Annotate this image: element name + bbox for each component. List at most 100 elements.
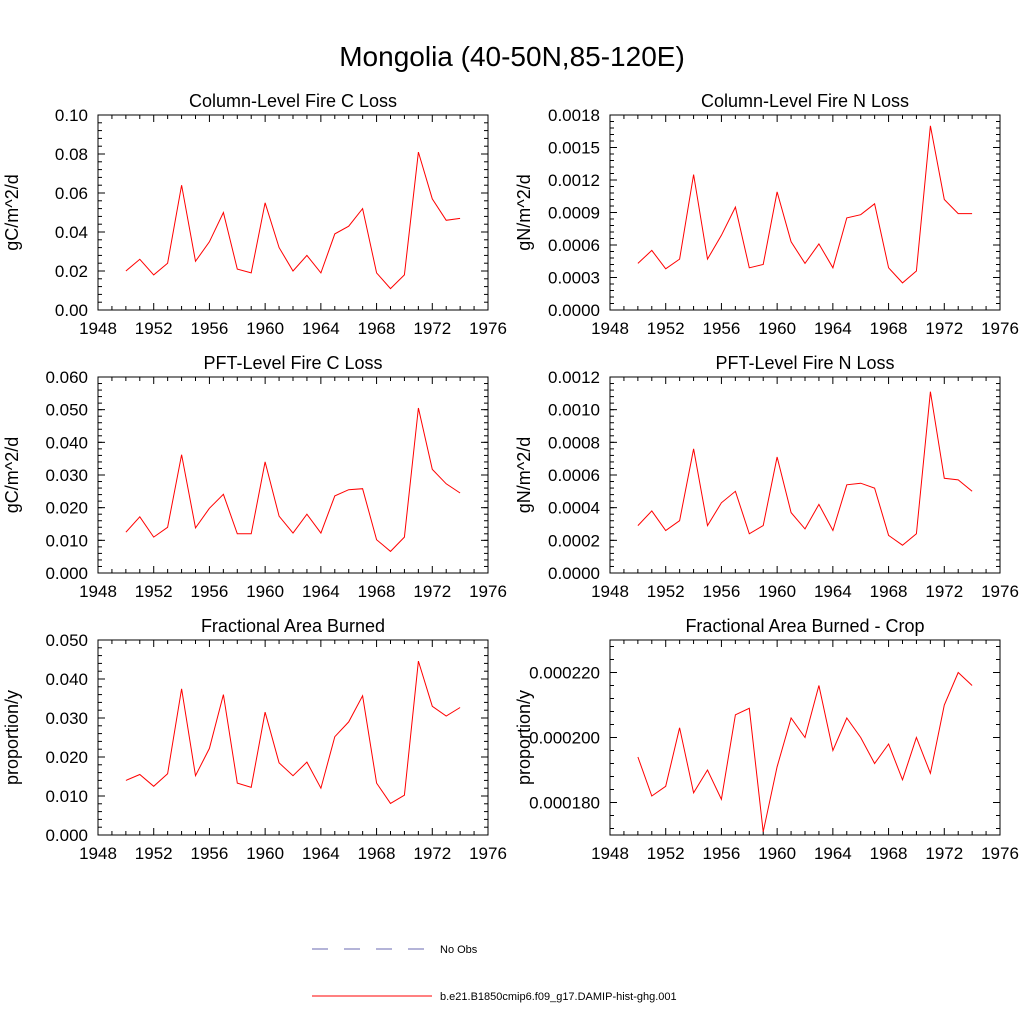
x-tick-label: 1968 [358,319,396,338]
y-tick-label: 0.000 [45,564,88,583]
panel-title: Fractional Area Burned - Crop [685,616,924,636]
panel-title: Fractional Area Burned [201,616,385,636]
x-tick-label: 1948 [79,319,117,338]
y-tick-label: 0.0009 [548,204,600,223]
y-tick-label: 0.0004 [548,499,600,518]
x-tick-label: 1964 [302,844,340,863]
series-line [125,660,461,805]
panel-5: Fractional Area Burned proportion/y 1948 19… [2,616,507,863]
x-tick-label: 1972 [925,582,963,601]
x-tick-label: 1960 [246,582,284,601]
panel-4: PFT-Level Fire N Loss gN/m^2/d 1948 1952 195… [514,353,1019,601]
figure-title: Mongolia (40-50N,85-120E) [339,41,685,72]
y-tick-label: 0.000220 [529,664,600,683]
y-tick-label: 0.010 [45,787,88,806]
panel-title: Column-Level Fire N Loss [701,91,909,111]
y-tick-label: 0.0006 [548,236,600,255]
y-tick-label: 0.060 [45,368,88,387]
x-tick-label: 1976 [469,582,507,601]
x-tick-label: 1952 [135,582,173,601]
plot-frame [609,376,1001,574]
y-tick-label: 0.00 [55,301,88,320]
x-tick-label: 1976 [981,319,1019,338]
x-tick-label: 1960 [246,319,284,338]
y-tick-label: 0.0006 [548,466,600,485]
y-tick-label: 0.030 [45,466,88,485]
y-tick-label: 0.030 [45,709,88,728]
x-tick-label: 1964 [302,319,340,338]
y-tick-label: 0.06 [55,184,88,203]
x-tick-label: 1956 [703,844,741,863]
y-tick-label: 0.050 [45,401,88,420]
x-tick-label: 1964 [814,844,852,863]
x-tick-label: 1960 [758,582,796,601]
legend-label-no-obs: No Obs [440,944,478,956]
x-tick-label: 1968 [870,844,908,863]
series-line [125,151,461,290]
x-tick-label: 1972 [925,319,963,338]
x-tick-label: 1952 [135,844,173,863]
series-line [637,125,973,284]
x-tick-label: 1952 [647,844,685,863]
plot-frame [97,639,489,836]
y-tick-label: 0.0010 [548,401,600,420]
x-tick-label: 1960 [758,319,796,338]
y-axis-label: gC/m^2/d [2,174,22,250]
x-tick-label: 1976 [469,844,507,863]
x-tick-label: 1956 [703,582,741,601]
y-tick-label: 0.000 [45,826,88,845]
y-axis-label: gN/m^2/d [514,437,534,513]
y-axis-label: proportion/y [514,690,534,785]
y-tick-label: 0.10 [55,106,88,125]
x-tick-label: 1976 [469,319,507,338]
panel-title: Column-Level Fire C Loss [189,91,397,111]
panel-title: PFT-Level Fire C Loss [203,353,382,373]
x-tick-label: 1956 [191,582,229,601]
plot-frame [97,114,489,311]
y-tick-label: 0.0012 [548,368,600,387]
y-tick-label: 0.000180 [529,794,600,813]
legend-label-model: b.e21.B1850cmip6.f09_g17.DAMIP-hist-ghg.… [440,991,677,1003]
y-tick-label: 0.000200 [529,729,600,748]
x-tick-label: 1968 [870,319,908,338]
panel-6: Fractional Area Burned - Crop proportion/… [514,616,1019,863]
y-axis-label: gN/m^2/d [514,174,534,250]
y-tick-label: 0.0002 [548,531,600,550]
y-tick-label: 0.020 [45,499,88,518]
y-tick-label: 0.010 [45,531,88,550]
x-tick-label: 1976 [981,844,1019,863]
y-tick-label: 0.02 [55,262,88,281]
x-tick-label: 1976 [981,582,1019,601]
x-tick-label: 1972 [925,844,963,863]
y-tick-label: 0.020 [45,748,88,767]
series-line [125,407,461,553]
plot-frame [97,376,489,574]
panel-3: PFT-Level Fire C Loss gC/m^2/d 1948 1952 195… [2,353,507,601]
x-tick-label: 1964 [814,582,852,601]
x-tick-label: 1960 [246,844,284,863]
x-tick-label: 1956 [191,844,229,863]
x-tick-label: 1952 [647,582,685,601]
series-line [637,391,973,546]
plot-frame [609,114,1001,311]
y-axis-label: proportion/y [2,690,22,785]
x-tick-label: 1948 [79,844,117,863]
series-line [637,671,973,832]
y-tick-label: 0.0008 [548,433,600,452]
x-tick-label: 1972 [413,844,451,863]
chart-panels: Column-Level Fire C Loss gC/m^2/d 1948 1952… [2,91,1019,863]
y-tick-label: 0.08 [55,145,88,164]
x-tick-label: 1948 [79,582,117,601]
panel-1: Column-Level Fire C Loss gC/m^2/d 1948 1952… [2,91,507,338]
x-tick-label: 1968 [358,844,396,863]
x-tick-label: 1968 [358,582,396,601]
x-tick-label: 1952 [135,319,173,338]
x-tick-label: 1956 [703,319,741,338]
panel-title: PFT-Level Fire N Loss [715,353,894,373]
x-tick-label: 1972 [413,319,451,338]
x-tick-label: 1964 [814,319,852,338]
y-tick-label: 0.0000 [548,564,600,583]
x-tick-label: 1964 [302,582,340,601]
y-axis-label: gC/m^2/d [2,437,22,513]
